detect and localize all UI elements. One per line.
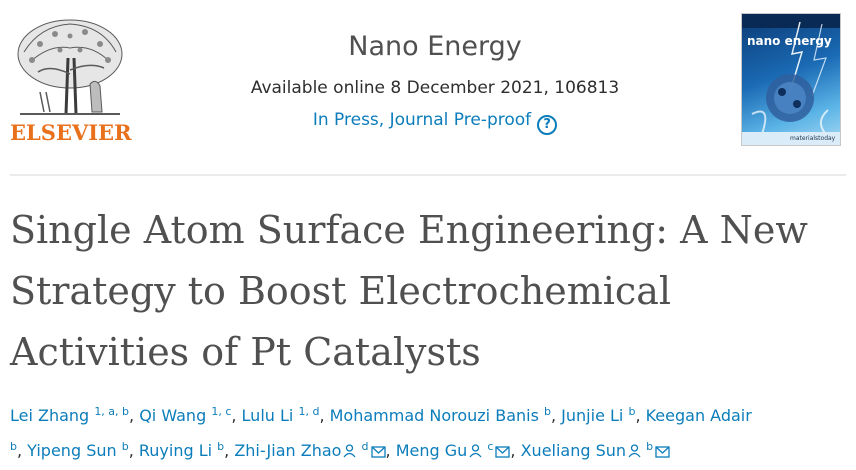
author-link[interactable]: Zhi-Jian Zhao d: [234, 440, 386, 460]
author-separator: ,: [16, 441, 28, 460]
envelope-icon: [655, 446, 670, 458]
article-title: Single Atom Surface Engineering: A New S…: [10, 200, 840, 383]
person-icon: [343, 444, 356, 458]
article-title-line: Single Atom Surface Engineering: A New: [10, 208, 808, 252]
cover-title: nano energy: [747, 34, 832, 48]
publisher-name: ELSEVIER: [10, 120, 132, 145]
journal-cover-image[interactable]: nano energy materialstoday: [741, 13, 841, 146]
author-separator: ,: [231, 406, 242, 425]
author-name: Zhi-Jian Zhao: [234, 441, 342, 460]
available-online-date: Available online 8 December 2021, 106813: [250, 78, 620, 98]
author-separator: ,: [551, 406, 562, 425]
author-separator: ,: [510, 441, 521, 460]
author-link[interactable]: Mohammad Norouzi Banis b: [330, 406, 551, 425]
author-name: Qi Wang: [139, 406, 207, 425]
author-affiliation: c: [487, 440, 494, 453]
question-circle-icon[interactable]: ?: [537, 115, 558, 135]
author-name: Junjie Li: [561, 406, 624, 425]
article-title-line: Strategy to Boost Electrochemical: [10, 269, 672, 313]
envelope-icon: [495, 446, 511, 458]
author-link[interactable]: Yipeng Sun b: [27, 441, 129, 460]
author-link[interactable]: Lulu Li 1, d: [242, 406, 320, 425]
author-separator: ,: [224, 441, 235, 460]
author-separator: ,: [319, 406, 330, 425]
author-affiliation: d: [361, 440, 369, 453]
author-affiliation: b: [628, 405, 636, 418]
author-name: Lulu Li: [241, 406, 294, 425]
author-separator: ,: [128, 441, 139, 460]
author-name: Lei Zhang: [10, 406, 90, 425]
cover-artwork-icon: [742, 14, 840, 145]
author-affiliation-wrap: b: [10, 441, 17, 460]
author-link[interactable]: Xueliang Sun b: [521, 441, 671, 460]
author-name: Yipeng Sun: [27, 441, 117, 460]
author-name: Meng Gu: [395, 441, 468, 460]
author-link[interactable]: Qi Wang 1, c: [139, 406, 231, 425]
author-link[interactable]: Keegan Adair: [646, 406, 752, 425]
author-affiliation: b: [121, 440, 129, 453]
author-name: Mohammad Norouzi Banis: [329, 406, 539, 425]
author-separator: ,: [385, 441, 396, 460]
author-separator: ,: [129, 406, 140, 425]
header-divider: [10, 174, 846, 176]
author-affiliation: b: [646, 440, 654, 453]
cover-footer: materialstoday: [790, 135, 836, 142]
author-name: Xueliang Sun: [520, 441, 627, 460]
article-title-line: Activities of Pt Catalysts: [10, 330, 481, 374]
author-affiliation: 1, a, b: [94, 405, 130, 418]
author-separator: ,: [635, 406, 646, 425]
author-link[interactable]: Meng Gu c: [396, 441, 511, 460]
envelope-icon: [370, 446, 386, 458]
person-icon: [469, 444, 482, 458]
status-link[interactable]: In Press, Journal Pre-proof: [312, 110, 532, 130]
author-link[interactable]: Lei Zhang 1, a, b: [10, 406, 129, 425]
tree-icon: [17, 19, 123, 115]
author-affiliation: 1, c: [211, 405, 232, 418]
author-link[interactable]: Junjie Li b: [561, 406, 635, 425]
article-header: ELSEVIER Nano Energy Available online 8 …: [0, 0, 856, 174]
person-icon: [628, 444, 641, 458]
author-name: Keegan Adair: [645, 406, 752, 425]
author-link[interactable]: Ruying Li b: [139, 441, 224, 460]
author-affiliation: 1, d: [298, 405, 320, 418]
author-affiliation: b: [544, 405, 551, 418]
author-list: Lei Zhang 1, a, b, Qi Wang 1, c, Lulu Li…: [10, 398, 850, 468]
status-row: In Press, Journal Pre-proof?: [200, 108, 670, 135]
author-name: Ruying Li: [138, 441, 213, 460]
author-affiliation: b: [10, 440, 17, 453]
journal-title-link[interactable]: Nano Energy: [348, 31, 522, 62]
journal-info: Nano Energy Available online 8 December …: [200, 30, 670, 135]
elsevier-logo[interactable]: [10, 14, 130, 149]
author-affiliation: b: [217, 440, 225, 453]
